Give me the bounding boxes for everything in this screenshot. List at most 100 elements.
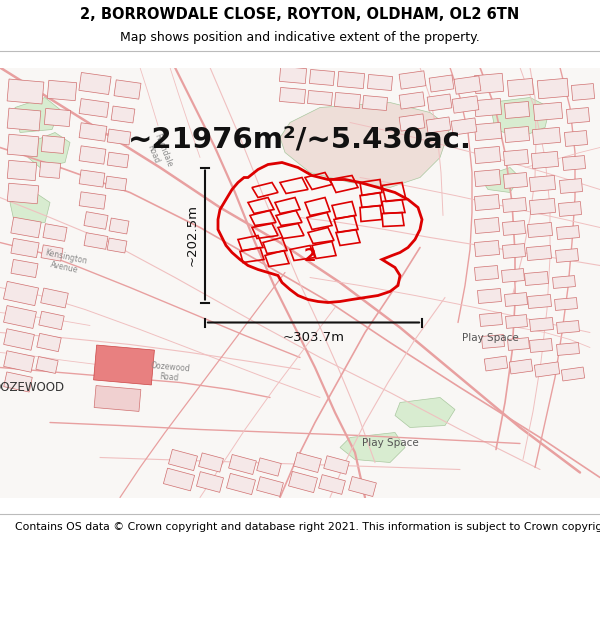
Polygon shape [44,109,71,126]
Polygon shape [482,334,505,348]
Polygon shape [557,321,580,334]
Polygon shape [289,471,317,492]
Polygon shape [10,192,50,226]
Polygon shape [562,156,586,171]
Polygon shape [526,246,551,261]
Polygon shape [571,84,595,101]
Polygon shape [40,162,61,178]
Text: 2, BORROWDALE CLOSE, ROYTON, OLDHAM, OL2 6TN: 2, BORROWDALE CLOSE, ROYTON, OLDHAM, OL2… [80,7,520,22]
Polygon shape [475,241,500,256]
Polygon shape [451,118,477,135]
Polygon shape [509,359,533,374]
Polygon shape [4,329,34,350]
Polygon shape [566,107,590,123]
Text: ~202.5m: ~202.5m [186,204,199,266]
Text: Rochdale
Road: Rochdale Road [142,132,173,173]
Polygon shape [508,338,529,351]
Polygon shape [426,117,451,133]
Polygon shape [109,218,129,234]
Polygon shape [505,292,527,306]
Polygon shape [257,458,281,476]
Polygon shape [399,71,426,89]
Text: Play Space: Play Space [362,438,418,448]
Polygon shape [7,161,37,181]
Polygon shape [508,79,533,96]
Polygon shape [4,351,34,372]
Polygon shape [163,468,194,491]
Polygon shape [37,333,61,352]
Polygon shape [562,367,584,381]
Polygon shape [7,108,41,131]
Polygon shape [505,126,530,142]
Text: ~303.7m: ~303.7m [283,331,344,344]
Polygon shape [4,306,37,328]
Polygon shape [554,298,577,311]
Polygon shape [534,362,560,377]
Polygon shape [556,249,578,262]
Polygon shape [503,149,529,166]
Text: 2: 2 [304,246,316,264]
Polygon shape [527,294,551,309]
Polygon shape [559,202,581,216]
Text: Play Space: Play Space [461,332,518,342]
Polygon shape [479,312,502,326]
Polygon shape [337,71,365,89]
Polygon shape [503,173,527,189]
Polygon shape [367,74,392,91]
Polygon shape [7,134,39,157]
Polygon shape [557,226,580,239]
Polygon shape [484,356,508,371]
Polygon shape [114,80,141,99]
Polygon shape [395,398,455,428]
Polygon shape [227,473,256,494]
Polygon shape [169,449,197,471]
Polygon shape [530,339,553,352]
Polygon shape [94,386,141,411]
Polygon shape [280,88,305,104]
Polygon shape [11,217,41,238]
Polygon shape [427,94,452,111]
Text: Kensington
Avenue: Kensington Avenue [42,249,88,276]
Polygon shape [490,98,550,138]
Text: Map shows position and indicative extent of the property.: Map shows position and indicative extent… [120,31,480,44]
Polygon shape [527,222,553,238]
Polygon shape [15,98,60,132]
Polygon shape [532,151,559,169]
Polygon shape [502,198,527,212]
Polygon shape [334,92,361,109]
Polygon shape [475,169,500,186]
Polygon shape [478,289,502,304]
Polygon shape [79,72,111,94]
Polygon shape [474,73,504,94]
Polygon shape [349,476,376,496]
Polygon shape [94,345,154,385]
Polygon shape [4,281,38,306]
Polygon shape [324,456,349,474]
Polygon shape [559,179,583,193]
Polygon shape [7,79,44,104]
Polygon shape [529,198,556,214]
Polygon shape [452,96,479,113]
Polygon shape [537,78,569,99]
Polygon shape [84,212,108,229]
Polygon shape [475,98,502,117]
Polygon shape [79,146,106,164]
Text: Contains OS data © Crown copyright and database right 2021. This information is : Contains OS data © Crown copyright and d… [15,521,600,531]
Polygon shape [229,454,256,474]
Polygon shape [11,238,39,258]
Text: Oozewood
Road: Oozewood Road [149,361,191,384]
Polygon shape [502,244,526,258]
Polygon shape [530,318,553,331]
Polygon shape [107,152,129,168]
Polygon shape [399,114,425,131]
Polygon shape [557,342,580,356]
Polygon shape [79,99,109,118]
Polygon shape [429,75,454,92]
Polygon shape [4,372,32,392]
Polygon shape [41,245,63,261]
Polygon shape [79,192,106,209]
Polygon shape [532,127,560,144]
Polygon shape [362,96,388,111]
Polygon shape [475,266,499,281]
Polygon shape [36,357,58,373]
